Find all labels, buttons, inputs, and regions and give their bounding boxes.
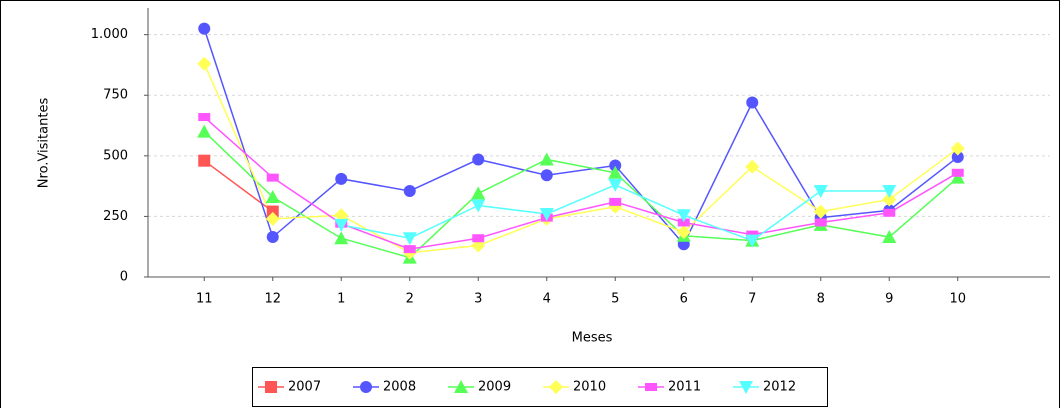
marker [539, 152, 554, 166]
legend-label: 2008 [383, 380, 416, 395]
marker [676, 209, 691, 223]
marker [471, 186, 486, 200]
x-tick-label: 8 [817, 292, 825, 307]
marker [677, 218, 690, 227]
marker [609, 159, 622, 172]
marker [360, 381, 372, 393]
marker [950, 141, 965, 156]
y-axis-label: Nro.Visitantes [37, 98, 52, 189]
marker [676, 225, 691, 240]
x-tick-label: 4 [543, 292, 551, 307]
x-tick-label: 9 [885, 292, 893, 307]
marker [951, 168, 964, 177]
x-tick-label: 6 [680, 292, 688, 307]
marker [403, 245, 416, 254]
marker [645, 383, 657, 391]
x-tick-label: 10 [949, 292, 966, 307]
legend-label: 2012 [763, 380, 796, 395]
marker [609, 197, 622, 206]
marker [882, 230, 897, 244]
marker [746, 96, 759, 109]
marker [472, 153, 485, 166]
marker [882, 192, 897, 207]
marker [266, 205, 279, 218]
series-line [203, 131, 959, 259]
marker [198, 154, 211, 167]
marker [266, 231, 279, 244]
y-tick-label: 750 [103, 88, 128, 103]
marker [813, 184, 828, 198]
marker [198, 113, 211, 122]
marker [950, 170, 965, 184]
marker [813, 204, 828, 219]
x-tick-label: 3 [474, 292, 482, 307]
marker [334, 208, 349, 223]
legend-label: 2007 [288, 380, 321, 395]
marker [335, 172, 348, 185]
x-tick-label: 7 [748, 292, 756, 307]
marker [471, 199, 486, 213]
legend-box [252, 367, 828, 407]
marker [265, 381, 277, 393]
marker [197, 124, 212, 138]
marker [472, 234, 485, 243]
x-axis-label: Meses [572, 331, 613, 346]
marker [951, 151, 964, 164]
marker [739, 381, 753, 394]
marker [266, 173, 279, 182]
marker [539, 207, 554, 221]
marker [403, 184, 416, 197]
marker [334, 231, 349, 245]
marker [540, 169, 553, 182]
y-tick-label: 500 [103, 148, 128, 163]
x-tick-label: 5 [611, 292, 619, 307]
marker [608, 165, 623, 179]
series-line [203, 28, 959, 246]
marker [402, 232, 417, 246]
marker [745, 159, 760, 174]
y-tick-label: 0 [120, 270, 128, 285]
x-tick-label: 1 [337, 292, 345, 307]
marker [454, 380, 468, 393]
marker [549, 380, 563, 394]
x-tick-label: 2 [406, 292, 414, 307]
y-tick-label: 250 [103, 209, 128, 224]
legend-label: 2009 [478, 380, 511, 395]
marker [746, 230, 759, 239]
series-line [203, 116, 959, 250]
marker [814, 218, 827, 227]
marker [197, 56, 212, 71]
y-tick-label: 1.000 [91, 27, 128, 42]
marker [608, 178, 623, 192]
marker [745, 234, 760, 248]
marker [265, 211, 280, 226]
marker [265, 190, 280, 204]
x-tick-label: 11 [196, 292, 213, 307]
legend-label: 2011 [668, 380, 701, 395]
marker [883, 208, 896, 217]
marker [198, 22, 211, 35]
marker [882, 184, 897, 198]
legend-label: 2010 [573, 380, 606, 395]
marker [334, 218, 349, 232]
x-tick-label: 12 [264, 292, 281, 307]
